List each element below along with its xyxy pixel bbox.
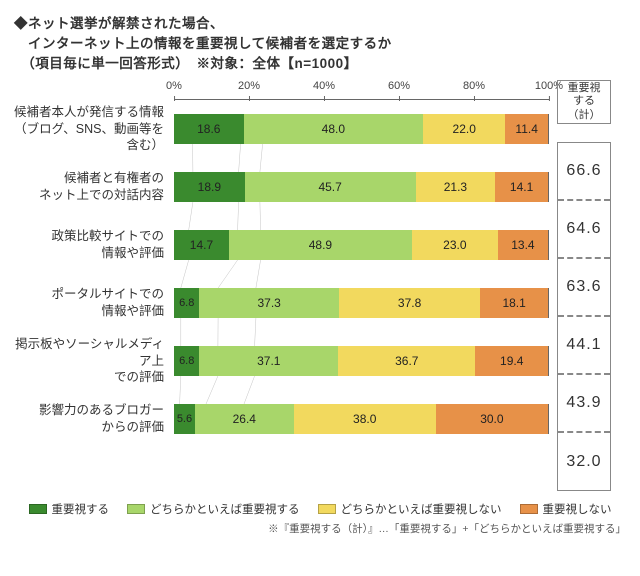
bar-segment: 22.0 <box>423 114 505 144</box>
title-line-2: インターネット上の情報を重要視して候補者を選定するか <box>14 32 626 52</box>
bar-segment: 26.4 <box>195 404 294 434</box>
stacked-bar: 6.837.337.818.1 <box>174 288 549 318</box>
row-label: 候補者と有権者のネット上での対話内容 <box>14 170 174 204</box>
x-axis: 0%20%40%60%80%100% <box>174 80 549 100</box>
legend-item: 重要視しない <box>520 501 612 517</box>
row-label: 政策比較サイトでの情報や評価 <box>14 228 174 262</box>
axis-tick: 40% <box>313 80 335 92</box>
stacked-bar: 5.626.438.030.0 <box>174 404 549 434</box>
total-value: 64.6 <box>558 201 610 259</box>
legend-swatch <box>29 504 47 514</box>
total-value: 43.9 <box>558 375 610 433</box>
legend-label: どちらかといえば重要視しない <box>341 501 502 517</box>
totals-header: 重要視 する （計） <box>557 80 611 124</box>
legend-item: 重要視する <box>29 501 110 517</box>
bar-segment: 14.7 <box>174 230 229 260</box>
bar-segment: 38.0 <box>294 404 436 434</box>
totals-values: 66.664.663.644.143.932.0 <box>557 142 611 491</box>
bar-row: ポータルサイトでの情報や評価6.837.337.818.1 <box>14 274 549 332</box>
bar-segment: 36.7 <box>338 346 475 376</box>
bar-segment: 18.1 <box>480 288 548 318</box>
axis-tick: 80% <box>463 80 485 92</box>
legend-item: どちらかといえば重要視しない <box>318 501 502 517</box>
stacked-bar: 18.648.022.011.4 <box>174 114 549 144</box>
total-value: 44.1 <box>558 317 610 375</box>
stacked-bar: 6.837.136.719.4 <box>174 346 549 376</box>
bar-segment: 37.8 <box>339 288 480 318</box>
bar-segment: 14.1 <box>495 172 548 202</box>
bar-row: 掲示板やソーシャルメディア上での評価6.837.136.719.4 <box>14 332 549 390</box>
stacked-bar: 14.748.923.013.4 <box>174 230 549 260</box>
bar-segment: 23.0 <box>412 230 498 260</box>
bar-segment: 48.0 <box>244 114 424 144</box>
bar-rows: 候補者本人が発信する情報（ブログ、SNS、動画等を含む）18.648.022.0… <box>14 100 549 448</box>
bar-segment: 5.6 <box>174 404 195 434</box>
row-label: 掲示板やソーシャルメディア上での評価 <box>14 336 174 387</box>
bar-segment: 13.4 <box>498 230 548 260</box>
bar-segment: 45.7 <box>245 172 416 202</box>
bar-segment: 37.1 <box>199 346 338 376</box>
bar-segment: 19.4 <box>475 346 548 376</box>
chart-area: 0%20%40%60%80%100% 候補者本人が発信する情報（ブログ、SNS、… <box>14 80 549 491</box>
chart-title: ◆ネット選挙が解禁された場合、 インターネット上の情報を重要視して候補者を選定す… <box>14 12 626 72</box>
footnote: ※『重要視する（計）』…「重要視する」+「どちらかといえば重要視する」 <box>14 521 626 536</box>
row-label: ポータルサイトでの情報や評価 <box>14 286 174 320</box>
bar-row: 候補者と有権者のネット上での対話内容18.945.721.314.1 <box>14 158 549 216</box>
axis-tick: 20% <box>238 80 260 92</box>
totals-sidebar: 重要視 する （計） 66.664.663.644.143.932.0 <box>557 80 611 491</box>
title-line-1: ◆ネット選挙が解禁された場合、 <box>14 12 626 32</box>
bar-row: 候補者本人が発信する情報（ブログ、SNS、動画等を含む）18.648.022.0… <box>14 100 549 158</box>
row-label: 影響力のあるブロガーからの評価 <box>14 402 174 436</box>
bar-segment: 11.4 <box>505 114 548 144</box>
legend: 重要視する どちらかといえば重要視する どちらかといえば重要視しない 重要視しない <box>14 501 626 517</box>
bar-row: 影響力のあるブロガーからの評価5.626.438.030.0 <box>14 390 549 448</box>
bar-segment: 37.3 <box>199 288 339 318</box>
legend-label: どちらかといえば重要視する <box>150 501 300 517</box>
bar-segment: 18.6 <box>174 114 244 144</box>
legend-swatch <box>127 504 145 514</box>
bar-segment: 30.0 <box>436 404 548 434</box>
axis-tick: 0% <box>166 80 182 92</box>
bar-segment: 18.9 <box>174 172 245 202</box>
row-label: 候補者本人が発信する情報（ブログ、SNS、動画等を含む） <box>14 104 174 155</box>
legend-item: どちらかといえば重要視する <box>127 501 300 517</box>
title-line-3: （項目毎に単一回答形式） ※対象：全体【n=1000】 <box>14 52 626 72</box>
stacked-bar: 18.945.721.314.1 <box>174 172 549 202</box>
legend-swatch <box>520 504 538 514</box>
total-value: 63.6 <box>558 259 610 317</box>
legend-label: 重要視する <box>52 501 110 517</box>
legend-swatch <box>318 504 336 514</box>
legend-label: 重要視しない <box>543 501 612 517</box>
axis-tick: 60% <box>388 80 410 92</box>
total-value: 66.6 <box>558 143 610 201</box>
bar-row: 政策比較サイトでの情報や評価14.748.923.013.4 <box>14 216 549 274</box>
total-value: 32.0 <box>558 433 610 491</box>
bar-segment: 48.9 <box>229 230 412 260</box>
bar-segment: 6.8 <box>174 288 199 318</box>
bar-segment: 6.8 <box>174 346 199 376</box>
bar-segment: 21.3 <box>416 172 496 202</box>
